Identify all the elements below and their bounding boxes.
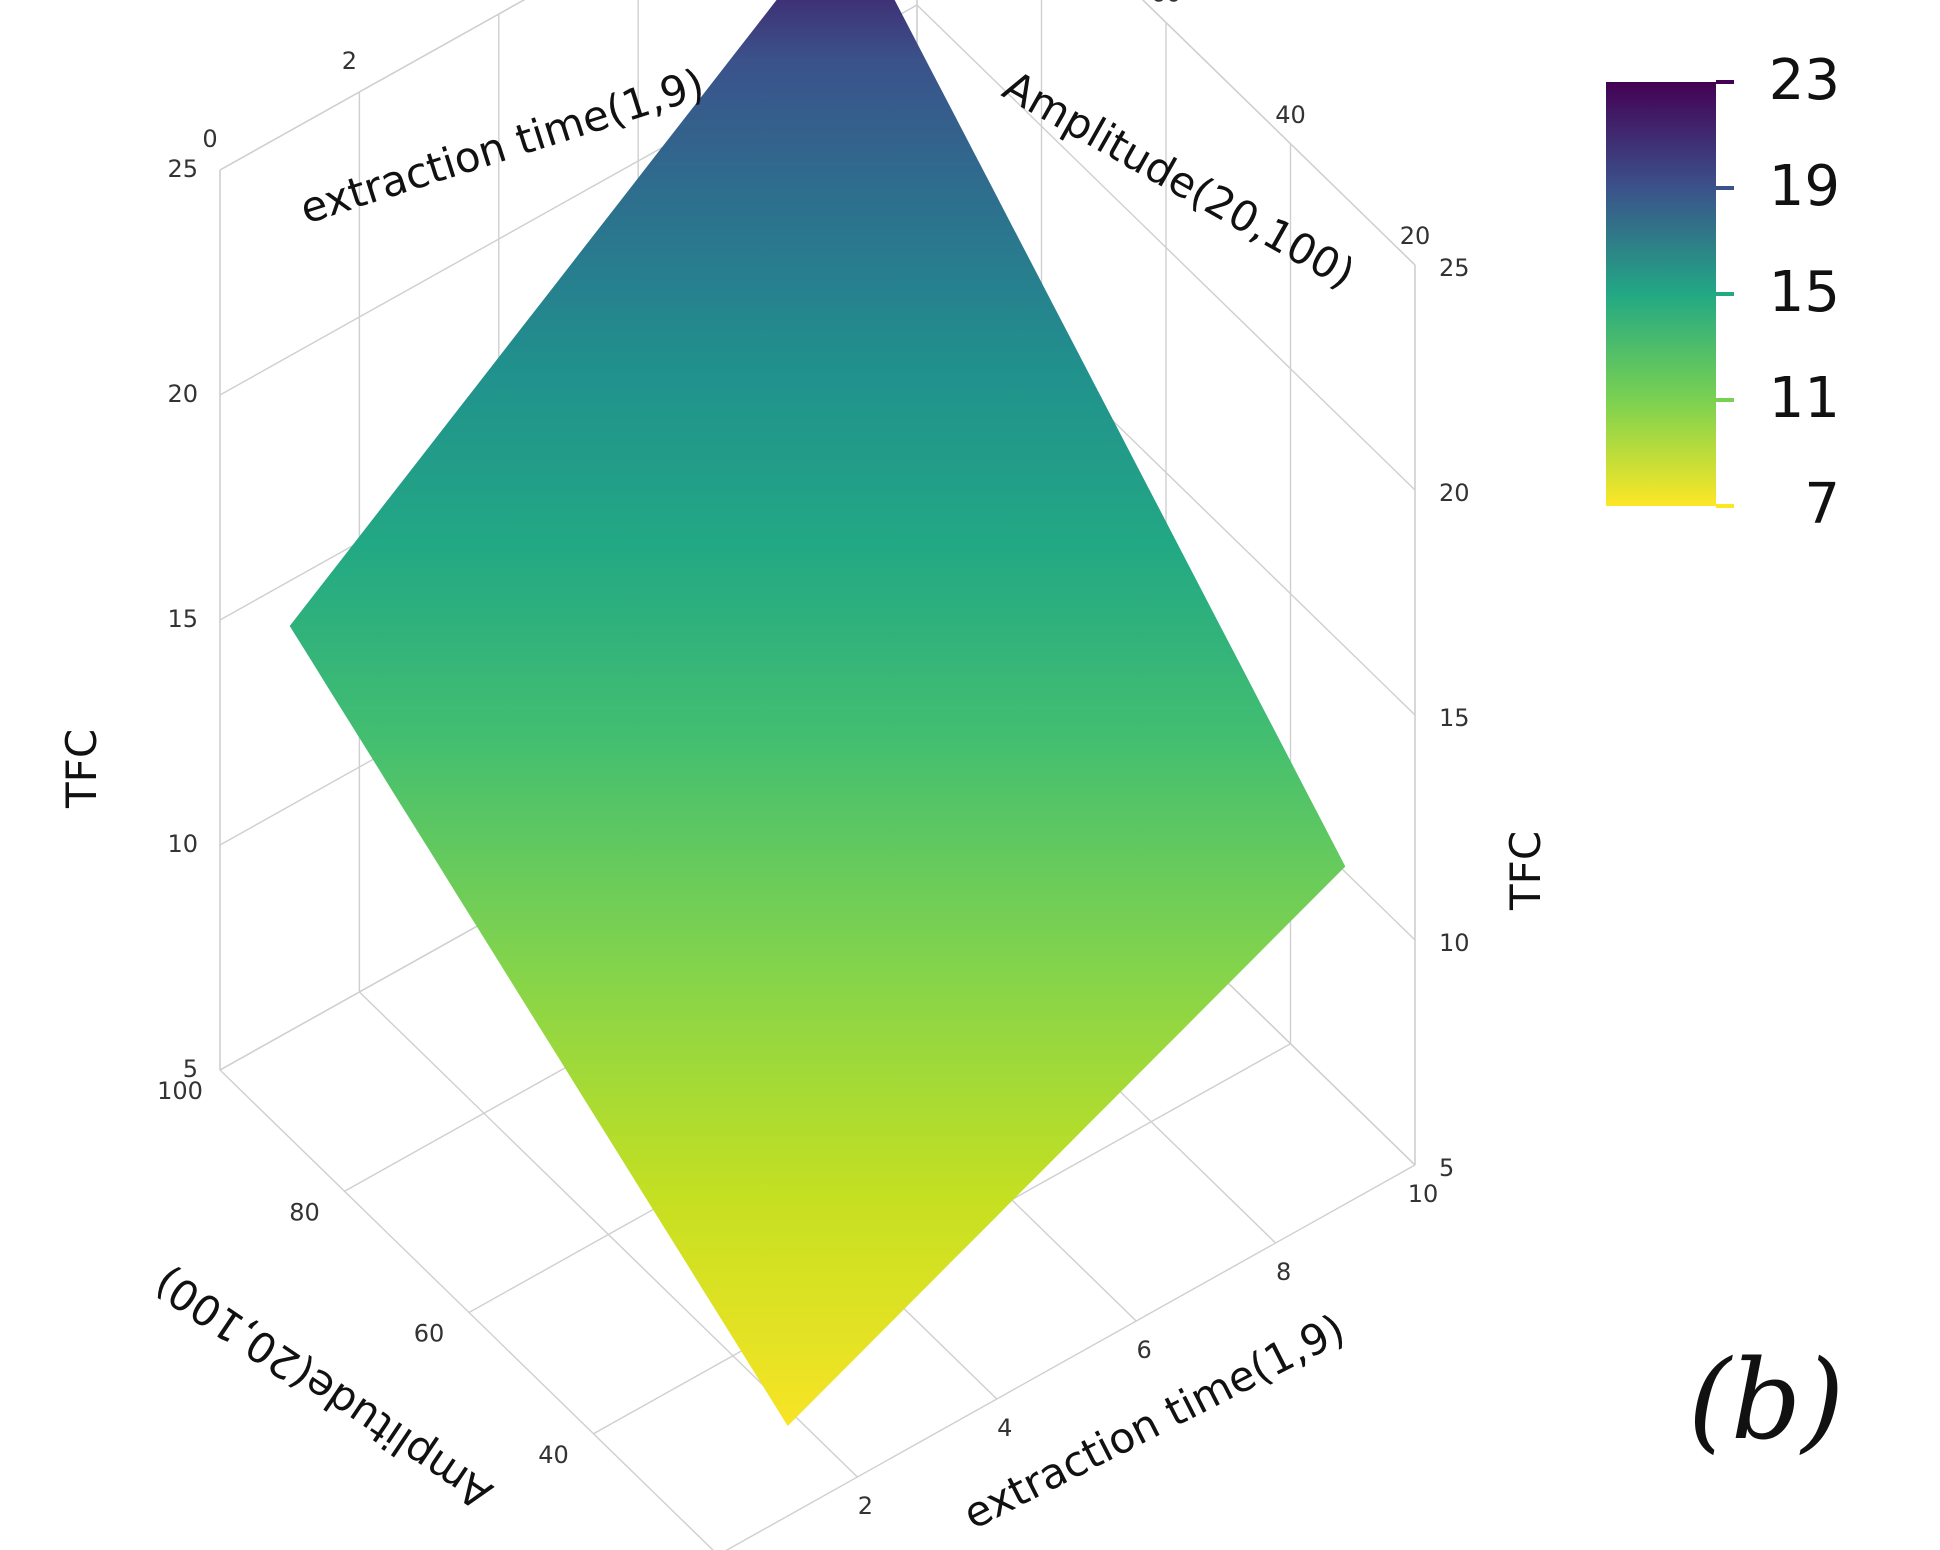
z-tick-label-left: 5 (183, 1055, 198, 1083)
y-tick-label-back: 40 (1275, 101, 1306, 129)
box-edge (1141, 0, 1416, 266)
right-z-axis-title: TFC (1501, 831, 1550, 911)
box-edge (219, 0, 526, 171)
colorbar-tick-label: 15 (1769, 260, 1840, 325)
x-tick-label-back: 2 (342, 47, 357, 75)
front-y-axis-title: Amplitude(20,100) (146, 1258, 501, 1519)
z-tick-label-right: 15 (1439, 704, 1470, 732)
y-tick-label-front: 100 (157, 1077, 203, 1105)
colorbar-tick-label: 7 (1804, 472, 1840, 537)
gridline (916, 4, 1416, 491)
colorbar-tick-label: 11 (1769, 366, 1840, 431)
axis-ticks: 0022446688101020204040606080801001005510… (157, 0, 1470, 1520)
left-z-axis-title: TFC (57, 729, 106, 809)
panel-label: (b) (1688, 1336, 1844, 1464)
x-tick-label-front: 6 (1137, 1336, 1152, 1364)
z-tick-label-right: 25 (1439, 254, 1470, 282)
x-tick-label-back: 0 (202, 125, 217, 153)
y-tick-label-back: 60 (1151, 0, 1182, 8)
x-tick-label-front: 10 (1408, 1180, 1439, 1208)
y-tick-label-front: 80 (289, 1198, 320, 1226)
x-tick-label-front: 2 (858, 1492, 873, 1520)
z-tick-label-right: 20 (1439, 479, 1470, 507)
front-x-axis-title: extraction time(1,9) (955, 1304, 1352, 1539)
y-tick-label-front: 60 (414, 1320, 445, 1348)
y-tick-label-front: 40 (538, 1441, 569, 1469)
y-tick-label-back: 20 (1400, 222, 1431, 250)
z-tick-label-right: 5 (1439, 1154, 1454, 1182)
z-tick-label-left: 20 (167, 380, 198, 408)
x-tick-label-front: 8 (1276, 1258, 1291, 1286)
z-tick-label-left: 15 (167, 605, 198, 633)
x-tick-label-front: 4 (997, 1414, 1012, 1442)
surface-layer (289, 0, 1346, 1426)
colorbar (1606, 82, 1716, 506)
z-tick-label-right: 10 (1439, 929, 1470, 957)
back-y-axis-title: Amplitude(20,100) (995, 61, 1363, 298)
gridline (725, 1164, 1416, 1550)
colorbar-tick-label: 19 (1769, 154, 1840, 219)
response-surface (289, 0, 1346, 1426)
z-tick-label-left: 10 (167, 830, 198, 858)
z-tick-label-left: 25 (167, 155, 198, 183)
colorbar-ticks: 23 19 15 11 7 (1716, 48, 1840, 537)
colorbar-tick-label: 23 (1769, 48, 1840, 113)
